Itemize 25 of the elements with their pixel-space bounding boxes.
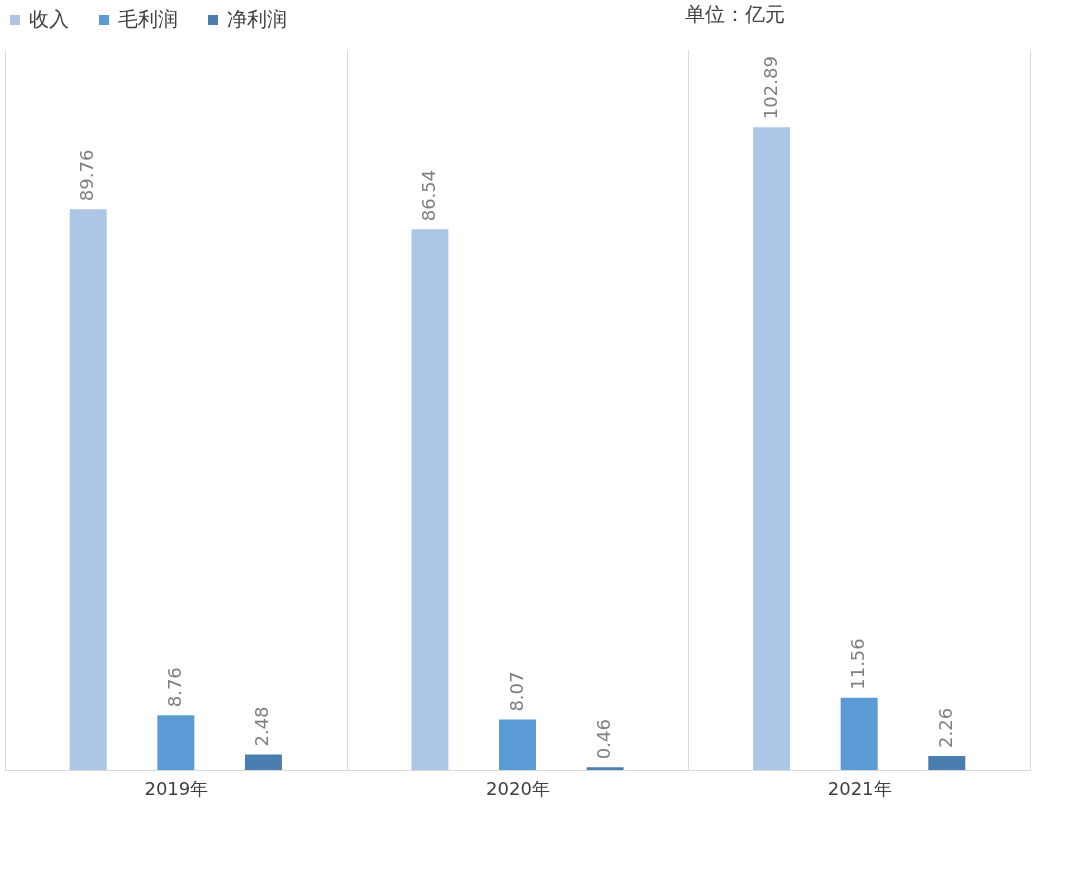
bar xyxy=(840,697,878,770)
bar xyxy=(157,715,195,770)
text: 单位：亿元 xyxy=(685,2,785,26)
data-label: 0.46 xyxy=(593,719,615,760)
data-label: 102.89 xyxy=(759,56,781,120)
legend-label: 净利润 xyxy=(227,7,287,31)
x-tick-label: 2020年 xyxy=(486,777,550,799)
bar xyxy=(499,719,536,770)
legend-label: 收入 xyxy=(29,7,69,31)
data-label: 8.07 xyxy=(505,671,527,712)
bar xyxy=(244,754,282,770)
data-label: 86.54 xyxy=(417,169,439,222)
bar xyxy=(69,209,107,770)
data-label: 2.48 xyxy=(251,706,273,747)
legend-label: 毛利润 xyxy=(118,7,178,31)
data-label: 11.56 xyxy=(847,638,869,690)
bar xyxy=(411,229,449,770)
bar xyxy=(586,767,624,770)
data-label: 8.76 xyxy=(163,667,185,708)
data-label: 2.26 xyxy=(934,707,956,748)
bar xyxy=(753,127,791,770)
bar xyxy=(928,755,966,770)
data-label: 89.76 xyxy=(76,149,98,202)
x-tick-label: 2021年 xyxy=(827,777,892,799)
x-tick-label: 2019年 xyxy=(144,777,209,799)
